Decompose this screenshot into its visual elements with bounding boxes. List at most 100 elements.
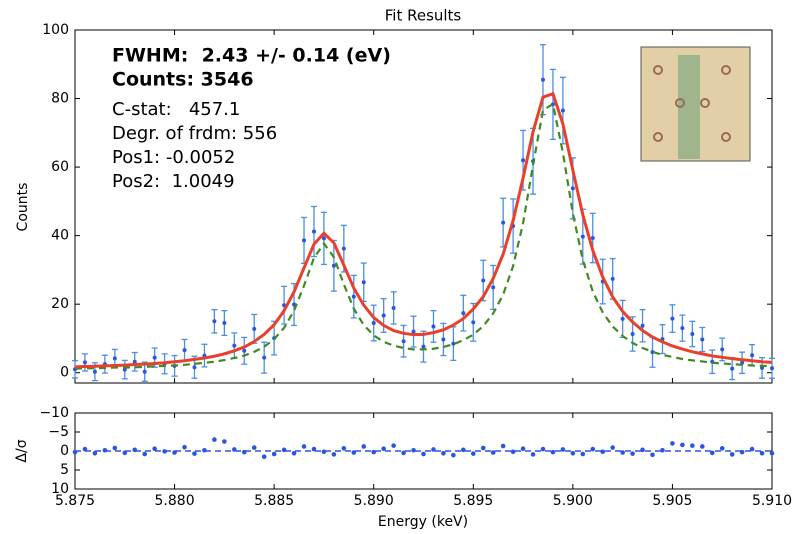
residual-point <box>202 447 207 453</box>
residual-point <box>212 437 217 442</box>
data-point <box>232 343 237 348</box>
data-point <box>590 236 595 241</box>
residual-point <box>92 450 98 456</box>
x-axis-label: Energy (keV) <box>378 514 468 530</box>
x-tick-label: 5.875 <box>55 493 95 509</box>
residual-point <box>650 452 655 458</box>
residual-point <box>172 450 177 455</box>
residual-point <box>431 447 436 452</box>
data-point <box>331 263 336 268</box>
residual-point <box>729 452 735 457</box>
residual-point <box>690 443 695 448</box>
data-point <box>371 321 376 326</box>
residual-point <box>142 451 147 457</box>
photo-hole <box>721 132 731 142</box>
residual-point <box>152 446 157 452</box>
data-point <box>680 326 685 331</box>
residual-point <box>411 447 416 453</box>
data-point <box>481 278 486 283</box>
residual-point <box>291 450 297 456</box>
residual-point <box>670 441 675 446</box>
chart-title: Fit Results <box>385 7 462 25</box>
residual-point <box>461 447 466 453</box>
data-point <box>142 369 147 374</box>
data-point <box>381 313 386 318</box>
residual-point <box>401 450 406 456</box>
x-tick-label: 5.885 <box>254 493 294 509</box>
residual-point <box>520 446 526 452</box>
data-point <box>311 229 316 234</box>
data-point <box>670 316 675 321</box>
residual-point <box>560 447 566 452</box>
data-point <box>401 339 406 344</box>
data-point <box>540 77 545 82</box>
residual-point <box>480 445 486 451</box>
annotation: Degr. of frdm: 556 <box>112 123 277 144</box>
data-point <box>451 341 456 346</box>
residual-point <box>301 444 307 449</box>
data-point <box>182 348 187 353</box>
residual-point <box>341 446 347 451</box>
residual-point <box>739 449 745 455</box>
data-point <box>461 311 466 316</box>
data-point <box>152 355 157 360</box>
data-point <box>501 220 506 225</box>
residual-point <box>371 449 377 455</box>
data-point <box>192 365 197 370</box>
data-point <box>262 355 267 360</box>
y-tick-label: 80 <box>51 91 69 107</box>
data-point <box>361 280 366 285</box>
residual-point <box>311 446 317 452</box>
data-point <box>640 323 645 328</box>
residual-point <box>451 452 456 458</box>
residual-point <box>192 451 197 456</box>
residual-point <box>769 450 775 456</box>
residual-point <box>222 439 227 444</box>
residual-point <box>470 451 476 456</box>
y-tick-label: 60 <box>51 159 69 175</box>
photo-hole <box>653 65 663 75</box>
residual-point <box>391 443 396 448</box>
residual-point <box>640 447 645 453</box>
annotation: Counts: 3546 <box>112 69 254 91</box>
data-point <box>630 331 635 336</box>
data-point <box>212 319 217 324</box>
data-point <box>730 366 735 371</box>
y-tick-label: 40 <box>51 228 69 244</box>
residual-point <box>261 454 267 460</box>
fit-curve <box>74 91 773 369</box>
photo-strip <box>678 55 700 159</box>
photo-hole <box>675 98 685 108</box>
x-tick-label: 5.905 <box>652 493 692 509</box>
residual-point <box>610 445 615 450</box>
residual-point <box>570 450 576 456</box>
data-point <box>351 294 356 299</box>
x-tick-label: 5.890 <box>354 493 394 509</box>
data-point <box>720 347 725 352</box>
residual-point <box>759 450 765 456</box>
data-point <box>341 246 346 251</box>
data-point <box>580 234 585 239</box>
data-point <box>770 366 774 371</box>
residual-point <box>182 444 187 450</box>
residual-point <box>72 449 78 455</box>
photo-hole <box>700 98 710 108</box>
data-point <box>560 108 565 113</box>
residual-point <box>600 449 606 455</box>
residual-point <box>331 452 337 457</box>
y-tick-label: 0 <box>60 365 69 381</box>
residual-point <box>381 446 386 452</box>
x-tick-label: 5.910 <box>752 493 792 509</box>
data-point <box>112 356 117 361</box>
inset-photo <box>640 46 751 162</box>
data-point <box>391 305 396 310</box>
y-tick-label: −10 <box>39 405 69 421</box>
residual-point <box>122 450 128 456</box>
residual-point <box>490 450 496 455</box>
x-tick-label: 5.895 <box>453 493 493 509</box>
residual-point <box>102 447 108 453</box>
data-point <box>132 359 137 364</box>
data-point <box>690 331 695 336</box>
residual-point <box>112 445 118 451</box>
